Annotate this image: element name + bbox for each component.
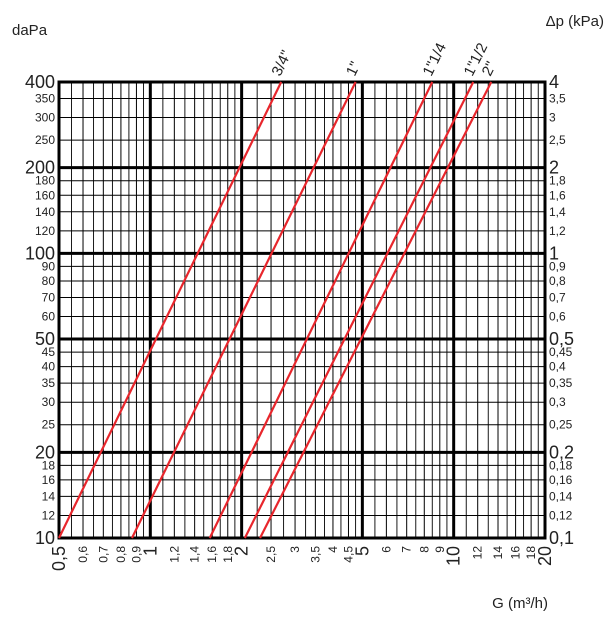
x-tick-1-2: 1,2	[167, 546, 181, 563]
y-right-tick-2: 2	[549, 158, 559, 178]
y-right-tick-1-2: 1,2	[549, 224, 566, 238]
x-tick-2: 2	[232, 546, 252, 556]
x-tick-6: 6	[379, 546, 393, 553]
x-tick-3: 3	[288, 546, 302, 553]
y-left-tick-400: 400	[25, 72, 55, 92]
y-right-tick-0-14: 0,14	[549, 489, 573, 503]
chart-series: 3/4" 1" 1"1/4 1"1/22"	[58, 40, 500, 539]
y-right-tick-0-1: 0,1	[549, 528, 574, 548]
y-right-tick-0-4: 0,4	[549, 360, 566, 374]
x-axis-label: G (m³/h)	[492, 595, 548, 612]
series-label-1: 1"	[343, 59, 364, 79]
x-tick-0-8: 0,8	[114, 546, 128, 563]
y-left-tick-100: 100	[25, 243, 55, 263]
x-tick-12: 12	[471, 546, 485, 560]
y-left-tick-10: 10	[35, 528, 55, 548]
y-left-tick-300: 300	[35, 111, 55, 125]
x-tick-10: 10	[444, 546, 464, 566]
series-line-1-1-4	[208, 81, 434, 539]
y-right-tick-0-16: 0,16	[549, 473, 573, 487]
y-left-tick-50: 50	[35, 329, 55, 349]
y-left-tick-350: 350	[35, 92, 55, 106]
y-left-tick-90: 90	[42, 259, 56, 273]
y-left-tick-140: 140	[35, 205, 55, 219]
y-right-tick-0-25: 0,25	[549, 418, 573, 432]
chart-grid	[57, 80, 547, 540]
y-right-tick-1: 1	[549, 243, 559, 263]
left-unit-label: daPa	[12, 22, 48, 39]
y-right-tick-3-5: 3,5	[549, 92, 566, 106]
y-left-tick-80: 80	[42, 274, 56, 288]
x-tick-4-5: 4,5	[341, 546, 355, 563]
x-tick-4: 4	[326, 546, 340, 553]
y-left-tick-45: 45	[42, 345, 56, 359]
y-left-tick-200: 200	[25, 158, 55, 178]
y-right-tick-0-18: 0,18	[549, 458, 573, 472]
series-line-1-1-2	[243, 81, 475, 539]
y-right-tick-0-9: 0,9	[549, 259, 566, 273]
x-tick-1-4: 1,4	[188, 546, 202, 563]
y-right-tick-0-45: 0,45	[549, 345, 573, 359]
x-tick-1-8: 1,8	[221, 546, 235, 563]
x-tick-16: 16	[509, 546, 523, 560]
y-right-tick-2-5: 2,5	[549, 133, 566, 147]
series-label-1-1-4: 1"1/4	[420, 40, 450, 78]
x-tick-0-6: 0,6	[76, 546, 90, 563]
x-tick-8: 8	[417, 546, 431, 553]
y-left-tick-12: 12	[42, 508, 56, 522]
x-tick-20: 20	[535, 546, 555, 566]
y-right-tick-0-8: 0,8	[549, 274, 566, 288]
y-left-tick-160: 160	[35, 188, 55, 202]
y-left-tick-40: 40	[42, 360, 56, 374]
y-right-tick-1-8: 1,8	[549, 174, 566, 188]
y-left-tick-18: 18	[42, 458, 56, 472]
y-left-tick-250: 250	[35, 133, 55, 147]
y-left-tick-25: 25	[42, 418, 56, 432]
x-tick-3-5: 3,5	[308, 546, 322, 563]
y-left-tick-180: 180	[35, 174, 55, 188]
plot-frame	[57, 80, 547, 540]
x-tick-1-6: 1,6	[205, 546, 219, 563]
x-tick-18: 18	[524, 546, 538, 560]
y-right-tick-0-7: 0,7	[549, 290, 566, 304]
y-left-tick-30: 30	[42, 395, 56, 409]
x-tick-0-9: 0,9	[129, 546, 143, 563]
y-left-tick-14: 14	[42, 489, 56, 503]
x-tick-1: 1	[140, 546, 160, 556]
x-tick-0-7: 0,7	[96, 546, 110, 563]
x-tick-14: 14	[491, 546, 505, 560]
y-left-tick-120: 120	[35, 224, 55, 238]
y-right-tick-4: 4	[549, 72, 559, 92]
series-label-3-4: 3/4"	[268, 48, 295, 79]
x-tick-0-5: 0,5	[49, 546, 69, 571]
y-left-tick-70: 70	[42, 290, 56, 304]
y-right-tick-1-4: 1,4	[549, 205, 566, 219]
y-left-tick-16: 16	[42, 473, 56, 487]
x-tick-2-5: 2,5	[264, 546, 278, 563]
y-right-tick-3: 3	[549, 111, 556, 125]
y-left-tick-35: 35	[42, 376, 56, 390]
y-right-tick-0-2: 0,2	[549, 442, 574, 462]
series-line-2	[259, 81, 493, 539]
series-line-1	[130, 81, 357, 539]
right-unit-label: Δp (kPa)	[546, 13, 604, 30]
y-right-tick-0-3: 0,3	[549, 395, 566, 409]
x-tick-7: 7	[400, 546, 414, 553]
y-right-tick-0-35: 0,35	[549, 376, 573, 390]
y-left-tick-20: 20	[35, 442, 55, 462]
y-left-tick-60: 60	[42, 310, 56, 324]
y-right-tick-1-6: 1,6	[549, 188, 566, 202]
x-tick-9: 9	[433, 546, 447, 553]
y-right-tick-0-5: 0,5	[549, 329, 574, 349]
series-line-3-4	[58, 81, 283, 539]
x-tick-5: 5	[352, 546, 372, 556]
y-right-tick-0-12: 0,12	[549, 508, 573, 522]
y-right-tick-0-6: 0,6	[549, 310, 566, 324]
